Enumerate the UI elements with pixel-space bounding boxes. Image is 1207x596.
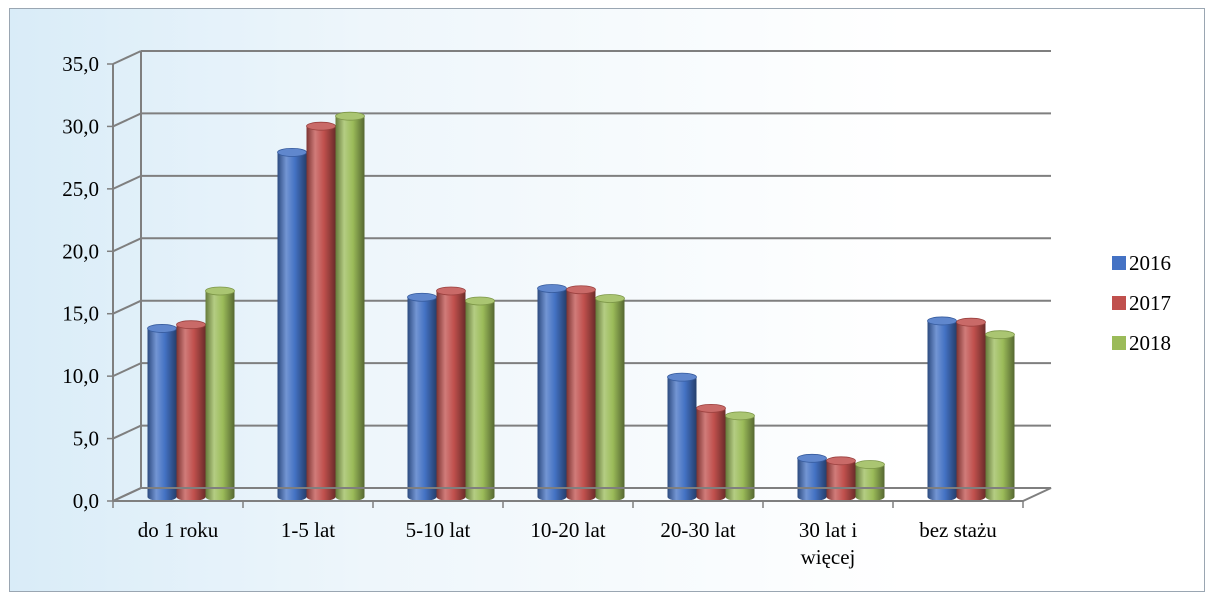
bar-top	[566, 285, 596, 295]
y-tick-label: 15,0	[62, 302, 99, 326]
legend-label: 2016	[1129, 251, 1171, 275]
bar-top	[927, 316, 957, 326]
legend-swatch	[1112, 296, 1126, 310]
bar-top	[537, 284, 567, 293]
y-tick-label: 5,0	[73, 427, 99, 451]
bar	[465, 300, 495, 501]
bar-top	[306, 121, 336, 131]
bar-top	[277, 147, 307, 157]
floor	[112, 487, 1052, 502]
bar	[335, 116, 365, 501]
x-tick-label: 1-5 lat	[281, 518, 335, 542]
bar-top	[205, 286, 235, 296]
gridline-depth	[112, 50, 142, 65]
x-tick-label: bez stażu	[919, 518, 997, 542]
y-tick-label: 30,0	[62, 114, 99, 138]
bar	[595, 298, 625, 501]
bar-top	[725, 411, 755, 421]
y-tick-label: 20,0	[62, 239, 99, 263]
bar	[667, 377, 697, 501]
bar-top	[667, 372, 697, 382]
gridline-depth	[112, 299, 142, 315]
legend-swatch	[1112, 256, 1126, 270]
bar	[566, 289, 596, 501]
bar	[956, 322, 986, 501]
bar	[147, 328, 177, 501]
x-tick-label: 5-10 lat	[406, 518, 471, 542]
bar	[696, 408, 726, 501]
bar	[797, 458, 827, 501]
bar-top	[465, 296, 495, 306]
legend-label: 2017	[1129, 291, 1171, 315]
legend-label: 2018	[1129, 331, 1171, 355]
bar-top	[826, 456, 856, 466]
gridline-depth	[112, 112, 142, 128]
bar-top	[855, 460, 885, 469]
gridline-depth	[112, 174, 142, 190]
bar	[176, 324, 206, 501]
gridline-depth	[112, 424, 142, 440]
y-tick-label: 35,0	[62, 52, 99, 76]
bar	[725, 415, 755, 501]
y-tick-label: 10,0	[62, 364, 99, 388]
x-tick-label: 30 lat i więcej	[799, 518, 857, 569]
bar-top	[436, 286, 466, 296]
bar-top	[696, 403, 726, 413]
bar	[537, 288, 567, 501]
y-tick-label: 0,0	[73, 489, 99, 513]
chart-area: 0,0 5,0 10,0 15,0 20,0 25,0 30,0 35,0 do 1 roku…	[9, 8, 1205, 592]
bar-top	[407, 292, 437, 302]
bar	[826, 460, 856, 501]
bar	[855, 464, 885, 501]
x-tick-label: 20-30 lat	[660, 518, 735, 542]
bar-top	[956, 317, 986, 327]
gridline-depth	[112, 237, 142, 253]
bar	[205, 290, 235, 501]
bar	[927, 320, 957, 501]
bar	[985, 334, 1015, 501]
bar-top	[335, 111, 365, 121]
x-tick-label: 10-20 lat	[530, 518, 605, 542]
y-tick-label: 25,0	[62, 177, 99, 201]
bar-top	[176, 320, 206, 330]
legend-swatch	[1112, 336, 1126, 350]
x-tick-label: do 1 roku	[138, 518, 219, 542]
bar	[277, 152, 307, 501]
bar	[407, 297, 437, 501]
chart-plot: 0,0 5,0 10,0 15,0 20,0 25,0 30,0 35,0 do 1 roku…	[62, 50, 1171, 569]
bar	[436, 290, 466, 501]
bar-top	[595, 294, 625, 303]
gridline-depth	[112, 362, 142, 378]
bar	[306, 126, 336, 501]
bar-top	[147, 324, 177, 333]
bar-top	[985, 330, 1015, 340]
bar-top	[797, 453, 827, 463]
